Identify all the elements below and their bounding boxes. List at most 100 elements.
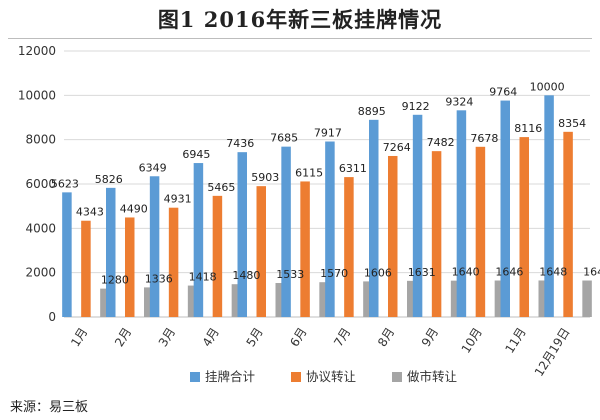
bar-1-2 — [106, 187, 116, 317]
data-label: 1646 — [495, 266, 523, 279]
bar-3-7 — [363, 281, 373, 317]
x-tick-label: 10月 — [459, 325, 485, 356]
data-label: 6945 — [182, 148, 210, 161]
data-label: 5826 — [95, 173, 123, 186]
bar-2-11 — [519, 137, 529, 317]
bar-1-11 — [500, 100, 510, 317]
bar-1-3 — [149, 176, 160, 317]
x-axis: 1月 2月 3月 4月 5月 6月 7月 8月 9月 10月 11月 12月19日 — [68, 325, 572, 379]
y-tick-label: 10000 — [18, 88, 56, 102]
x-tick-label: 3月 — [156, 325, 178, 349]
data-label: 1631 — [408, 266, 436, 279]
data-label: 1606 — [364, 266, 392, 279]
x-tick-label: 11月 — [502, 325, 528, 356]
data-label: 5903 — [251, 171, 279, 184]
x-tick-label: 6月 — [287, 325, 309, 349]
legend-swatch-2 — [291, 372, 301, 382]
data-label: 8354 — [558, 117, 586, 130]
legend-swatch-3 — [392, 372, 402, 382]
bar-2-4 — [212, 195, 223, 317]
data-label: 9324 — [445, 95, 473, 108]
y-tick-label: 6000 — [25, 177, 56, 191]
x-tick-label: 5月 — [244, 325, 266, 349]
data-label: 8116 — [514, 122, 542, 135]
data-label: 7685 — [270, 132, 298, 145]
bar-1-4 — [193, 163, 204, 317]
bar-2-5 — [256, 186, 266, 317]
data-label: 7678 — [470, 132, 498, 145]
bar-2-1 — [81, 220, 91, 317]
data-label: 10000 — [530, 80, 565, 93]
legend-label-3: 做市转让 — [407, 369, 457, 384]
data-label: 1648 — [539, 265, 567, 278]
data-label: 6311 — [339, 162, 367, 175]
bar-1-7 — [325, 141, 335, 317]
y-tick-label: 0 — [48, 310, 56, 324]
bar-3-4 — [231, 284, 242, 317]
bar-1-5 — [237, 152, 247, 317]
data-label: 6349 — [139, 161, 167, 174]
bar-2-9 — [431, 151, 442, 317]
data-label: 7436 — [226, 137, 254, 150]
data-labels: 5623 4343 1280 5826 4490 1336 6349 4931 1418 6945… — [51, 80, 600, 286]
data-label: 1570 — [320, 267, 348, 280]
x-tick-label: 4月 — [200, 325, 222, 349]
data-label: 1646 — [583, 266, 600, 279]
data-label: 1640 — [452, 266, 480, 279]
data-label: 1336 — [145, 272, 173, 285]
bar-1-9 — [412, 114, 423, 317]
data-label: 7482 — [427, 136, 455, 149]
y-tick-label: 12000 — [18, 44, 56, 58]
x-tick-label: 2月 — [112, 325, 134, 349]
data-label: 1533 — [276, 268, 304, 281]
data-label: 5623 — [51, 177, 79, 190]
x-tick-label: 9月 — [419, 325, 441, 349]
data-label: 1280 — [101, 274, 129, 287]
x-tick-label: 12月19日 — [532, 325, 573, 379]
bar-3-5 — [275, 283, 285, 317]
data-label: 7917 — [314, 127, 342, 140]
data-label: 9122 — [402, 100, 430, 113]
bar-2-12 — [563, 131, 573, 317]
bar-3-2 — [144, 287, 154, 317]
data-label: 4931 — [164, 193, 192, 206]
bar-3-11 — [538, 280, 548, 317]
bar-3-12 — [582, 280, 592, 317]
legend: 挂牌合计 协议转让 做市转让 — [190, 369, 457, 384]
bar-3-1 — [100, 288, 110, 317]
bar-2-10 — [475, 146, 486, 317]
legend-swatch-1 — [190, 372, 200, 382]
data-label: 8895 — [358, 105, 386, 118]
data-label: 6115 — [295, 166, 323, 179]
bar-3-8 — [407, 280, 417, 317]
data-label: 5465 — [207, 181, 235, 194]
data-label: 1480 — [232, 269, 260, 282]
data-label: 9764 — [489, 86, 517, 99]
x-tick-label: 8月 — [375, 325, 397, 349]
legend-label-1: 挂牌合计 — [205, 369, 255, 384]
data-label: 4343 — [76, 206, 104, 219]
bar-2-7 — [344, 177, 354, 317]
bars — [62, 95, 592, 318]
legend-label-2: 协议转让 — [306, 369, 356, 384]
data-label: 1418 — [189, 271, 217, 284]
bar-1-12 — [544, 95, 554, 317]
bar-1-6 — [281, 146, 291, 317]
x-tick-label: 1月 — [68, 325, 90, 349]
bar-1-1 — [62, 192, 72, 317]
bar-3-3 — [187, 285, 198, 317]
chart-title: 图1 2016年新三板挂牌情况 — [157, 7, 443, 32]
y-tick-label: 8000 — [25, 133, 56, 147]
y-tick-label: 2000 — [25, 266, 56, 280]
bar-2-3 — [168, 207, 179, 317]
bar-2-2 — [125, 217, 135, 317]
bar-2-8 — [388, 155, 398, 317]
data-label: 4490 — [120, 202, 148, 215]
bar-3-9 — [450, 280, 461, 317]
bar-3-6 — [319, 282, 329, 317]
bar-1-8 — [369, 119, 379, 317]
y-tick-label: 4000 — [25, 221, 56, 235]
y-axis: 0 2000 4000 6000 8000 10000 12000 — [18, 44, 56, 324]
